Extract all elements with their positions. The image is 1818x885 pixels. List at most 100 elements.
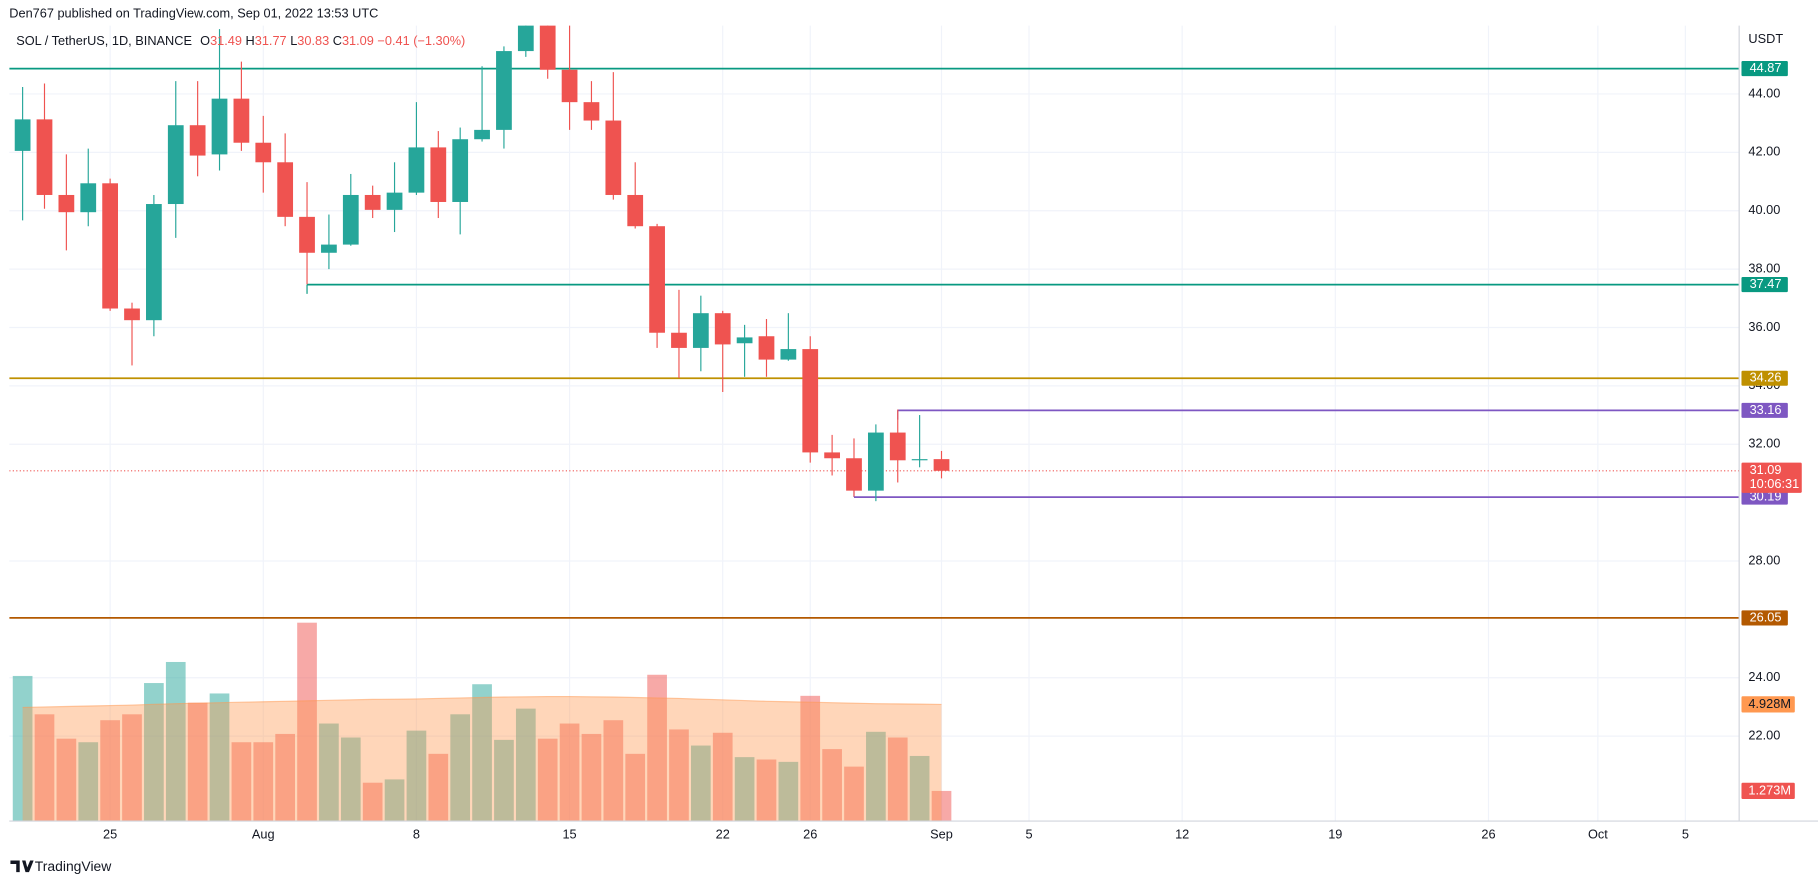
volume-bar (275, 733, 296, 822)
volume-bar (712, 732, 733, 822)
volume-bar (494, 739, 514, 822)
current-price-box (1741, 462, 1802, 493)
candle-body (474, 129, 490, 140)
unit: USDT (1748, 31, 1783, 46)
candle-body (102, 183, 119, 309)
candle-body (605, 120, 622, 195)
candle-body (386, 192, 403, 210)
candle-body (824, 452, 840, 459)
x-tick-label: 26 (1481, 826, 1495, 841)
brand-logo (10, 860, 34, 873)
volume-bar (450, 714, 471, 822)
candle-body (911, 459, 928, 461)
volume-bar (12, 675, 33, 822)
low-letter: L (290, 33, 297, 48)
volume-bar (515, 708, 536, 822)
x-tick-label: 22 (716, 826, 730, 841)
volume-bar (362, 782, 383, 822)
volume-ma-area (22, 696, 942, 822)
x-tick-label: 5 (1682, 826, 1689, 841)
candle-body (255, 142, 272, 163)
x-tick-label: 25 (103, 826, 117, 841)
candle-body (80, 183, 97, 213)
candle-body (299, 216, 315, 253)
volume-label: 1.273M (1748, 782, 1791, 797)
candle-body (758, 336, 775, 360)
level-label: 33.16 (1750, 402, 1782, 417)
volume-bar (384, 779, 405, 822)
y-tick-label: 28.00 (1748, 552, 1780, 567)
volume-bar (472, 684, 492, 822)
levels (9, 67, 1740, 619)
open-value: 31.49 (210, 33, 242, 48)
candle-body (211, 98, 228, 155)
volume-bar (866, 731, 886, 822)
volume-pane (12, 622, 952, 822)
volume-bar (647, 674, 667, 822)
y-tick-label: 40.00 (1748, 202, 1780, 217)
level-label-box (1741, 489, 1788, 505)
y-tick-label: 38.00 (1748, 260, 1780, 275)
candle-body (627, 194, 644, 227)
volume-bar (734, 757, 755, 822)
volume-bar (603, 720, 624, 822)
volume-bar (253, 742, 274, 822)
volume-bar (428, 753, 449, 822)
level-label: 37.47 (1750, 276, 1782, 291)
candle-body (277, 162, 294, 217)
candle-body (189, 125, 206, 156)
open-letter: O (200, 33, 210, 48)
volume-ma-line (22, 695, 942, 709)
candle-body (561, 69, 578, 103)
header: Den767 published on TradingView.com, Sep… (9, 5, 378, 20)
close-letter: C (333, 33, 342, 48)
candle-body (233, 98, 250, 143)
volume-bar (756, 759, 777, 822)
x-tick-label: 5 (1025, 826, 1032, 841)
candle-body (933, 459, 950, 471)
candle-body (146, 204, 162, 321)
high-letter: H (246, 33, 255, 48)
volume-bar (778, 761, 799, 822)
volume-bar (209, 693, 230, 822)
x-tick-label: 12 (1175, 826, 1189, 841)
y-tick-label: 32.00 (1748, 436, 1780, 451)
y-tick-label: 44.00 (1748, 85, 1780, 100)
candle-body (14, 119, 31, 151)
candle-body (671, 332, 687, 348)
y-tick-label: 24.00 (1748, 669, 1780, 684)
level-label-box (1741, 370, 1788, 386)
volume-bar (34, 714, 55, 822)
x-tick-label: 15 (562, 826, 576, 841)
volume-bar (887, 737, 908, 822)
candle-body (867, 432, 884, 491)
level-label-box (1741, 61, 1788, 77)
level-label: 44.87 (1750, 60, 1782, 75)
volume-bar (100, 720, 120, 822)
current-price-label: 31.09 (1750, 462, 1782, 477)
volume-box (1741, 782, 1795, 800)
volume-bar (406, 730, 427, 822)
volume-ma-box (1741, 696, 1795, 713)
candle-body (408, 147, 425, 193)
level-label: 34.26 (1750, 370, 1782, 385)
volume-bar (822, 749, 842, 822)
close-value: 31.09 (342, 33, 374, 48)
volume-bar (625, 753, 646, 822)
x-tick-label: Aug (252, 826, 275, 841)
volume-bar (165, 661, 186, 822)
candle-body (539, 25, 556, 70)
candle-body (583, 102, 600, 121)
x-tick-label: 8 (413, 826, 420, 841)
candle-body (714, 313, 731, 345)
y-tick-label: 42.00 (1748, 144, 1780, 159)
candle-body (802, 349, 819, 453)
axes: 44.0042.0040.0038.0036.0034.0032.0028.00… (103, 60, 1802, 841)
volume-bar (187, 702, 208, 822)
candle-body (321, 244, 337, 253)
y-tick-label: 22.00 (1748, 727, 1780, 742)
volume-bar (231, 742, 252, 822)
x-tick-label: 26 (803, 826, 817, 841)
candle-body (124, 308, 140, 321)
low-value: 30.83 (297, 33, 329, 48)
